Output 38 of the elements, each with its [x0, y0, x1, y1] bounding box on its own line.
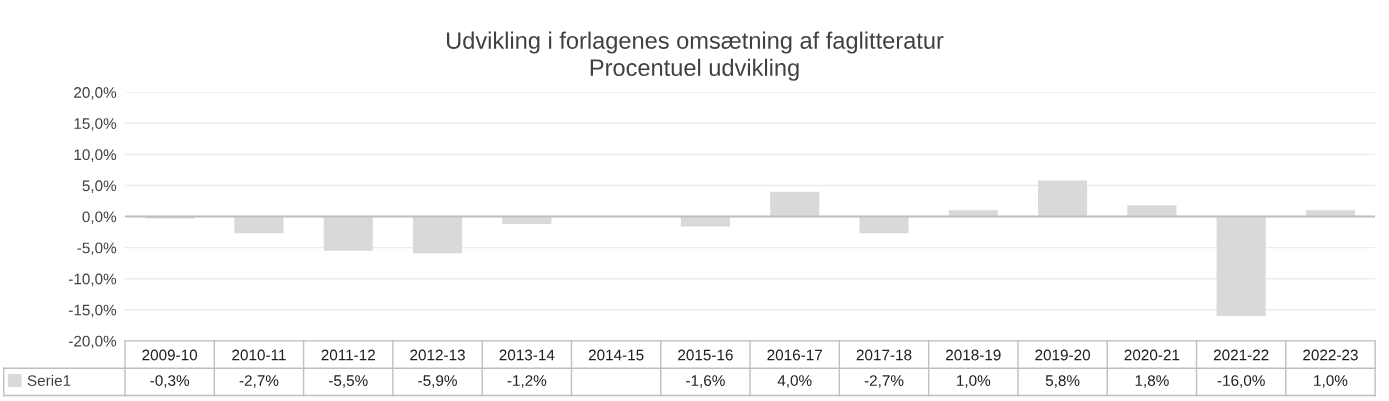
- x-tick-label: 2015-16: [678, 349, 733, 361]
- x-tick-label: 2017-18: [856, 349, 912, 361]
- x-tick-label: 2019-20: [1035, 349, 1091, 361]
- x-tick-label: 2021-22: [1213, 349, 1269, 361]
- x-tick-label: 2018-19: [946, 349, 1001, 361]
- y-tick-label: 15,0%: [74, 118, 117, 131]
- y-tick-label: -20,0%: [68, 335, 117, 349]
- x-tick-label: 2020-21: [1124, 349, 1180, 361]
- x-tick-label: 2022-23: [1303, 349, 1358, 361]
- data-label: -2,7%: [864, 375, 904, 388]
- y-tick-label: -10,0%: [68, 273, 117, 287]
- x-tick-label: 2011-12: [321, 349, 375, 361]
- y-tick-label: 10,0%: [74, 149, 117, 162]
- data-label: -1,2%: [507, 375, 547, 388]
- y-tick-label: -5,0%: [77, 242, 117, 256]
- y-tick-label: 20,0%: [74, 87, 117, 100]
- x-tick-label: 2014-15: [588, 349, 644, 361]
- data-label: -1,6%: [686, 375, 725, 388]
- data-label: 4,0%: [777, 375, 812, 388]
- data-label: 5,8%: [1045, 375, 1080, 388]
- x-tick-label: 2013-14: [499, 349, 555, 361]
- data-label: -5,9%: [418, 375, 457, 388]
- y-tick-label: 5,0%: [82, 180, 117, 193]
- x-tick-label: 2009-10: [142, 349, 198, 361]
- data-label: 1,0%: [957, 375, 991, 388]
- data-label: -5,5%: [328, 375, 368, 388]
- data-label: 1,0%: [1314, 375, 1348, 388]
- x-tick-label: 2012-13: [410, 349, 465, 361]
- data-label: -16,0%: [1217, 375, 1265, 388]
- chart-title: Udvikling i forlagenes omsætning af faglitteratur Procentuel udvikling: [446, 31, 944, 81]
- y-tick-label: 0,0%: [82, 211, 117, 225]
- data-label: 1,8%: [1135, 375, 1169, 388]
- y-tick-label: -15,0%: [68, 304, 117, 318]
- x-tick-label: 2010-11: [232, 349, 286, 361]
- legend-label: Serie1: [27, 374, 71, 387]
- data-label: -0,3%: [150, 375, 190, 388]
- data-label: -2,7%: [239, 375, 279, 388]
- x-tick-label: 2016-17: [767, 349, 822, 361]
